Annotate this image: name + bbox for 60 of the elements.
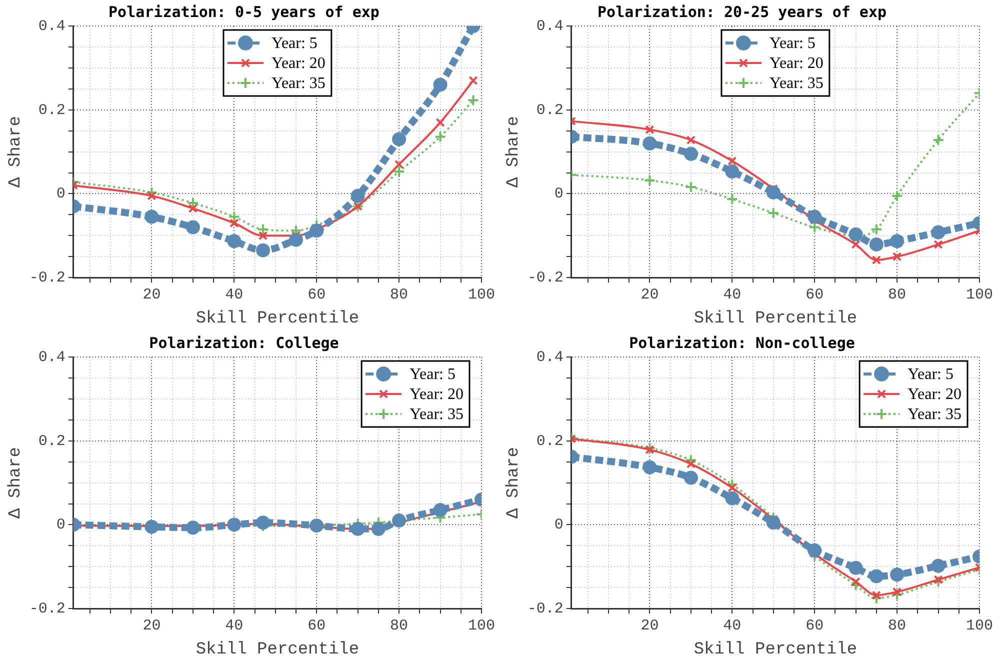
x-tick-label: 40 <box>225 286 244 304</box>
legend-label: Year: 20 <box>271 55 326 72</box>
x-axis-title: Skill Percentile <box>196 309 360 328</box>
y-tick-label: 0 <box>554 186 564 203</box>
y-tick-label: 0.4 <box>38 348 66 366</box>
x-tick-label: 20 <box>142 286 161 304</box>
y-axis-title: Δ Share <box>504 447 524 519</box>
y-tick-label: 0.4 <box>536 348 564 366</box>
x-tick-label: 40 <box>723 286 742 304</box>
legend-label: Year: 5 <box>410 366 456 384</box>
legend-label: Year: 5 <box>271 35 318 52</box>
x-axis-title: Skill Percentile <box>694 640 858 660</box>
y-tick-label: -0.2 <box>29 600 66 618</box>
x-tick-label: 100 <box>966 286 994 304</box>
x-tick-label: 40 <box>225 618 244 635</box>
legend-label: Year: 20 <box>769 55 824 72</box>
y-tick-label: 0.4 <box>38 18 66 35</box>
legend-label: Year: 35 <box>908 406 962 424</box>
legend-label: Year: 5 <box>769 35 816 52</box>
y-tick-label: 0.2 <box>38 102 66 119</box>
legend-label: Year: 5 <box>908 366 954 384</box>
x-tick-label: 100 <box>468 286 496 304</box>
legend-label: Year: 35 <box>271 75 326 92</box>
y-axis-title: Δ Share <box>504 116 524 188</box>
y-tick-label: 0.2 <box>536 432 564 450</box>
y-tick-label: -0.2 <box>527 600 564 618</box>
y-tick-label: 0.2 <box>536 102 564 119</box>
x-tick-label: 80 <box>390 286 408 304</box>
y-tick-label: -0.2 <box>29 270 66 287</box>
legend-label: Year: 20 <box>410 386 464 404</box>
x-axis-title: Skill Percentile <box>694 309 858 328</box>
chart-title: Polarization: 0-5 years of exp <box>108 2 380 21</box>
x-tick-label: 20 <box>640 618 659 635</box>
chart-title: Polarization: College <box>149 334 339 352</box>
x-tick-label: 100 <box>966 618 994 635</box>
x-tick-label: 60 <box>308 286 326 304</box>
x-tick-label: 80 <box>888 286 906 304</box>
x-tick-label: 20 <box>142 618 161 635</box>
x-tick-label: 60 <box>806 618 824 635</box>
chart-title: Polarization: Non-college <box>629 334 855 352</box>
y-tick-label: -0.2 <box>527 270 564 287</box>
x-tick-label: 60 <box>308 618 326 635</box>
chart-title: Polarization: 20-25 years of exp <box>598 2 886 21</box>
x-tick-label: 80 <box>888 618 906 635</box>
x-tick-label: 100 <box>468 618 496 635</box>
y-tick-label: 0 <box>56 186 66 203</box>
y-tick-label: 0 <box>56 516 66 534</box>
y-axis-title: Δ Share <box>6 116 26 188</box>
x-tick-label: 80 <box>390 618 408 635</box>
y-axis-title: Δ Share <box>6 447 26 519</box>
y-tick-label: 0.2 <box>38 432 66 450</box>
legend-label: Year: 35 <box>410 406 464 424</box>
legend-label: Year: 35 <box>769 75 824 92</box>
y-tick-label: 0.4 <box>536 18 564 35</box>
x-axis-title: Skill Percentile <box>196 640 360 660</box>
x-tick-label: 20 <box>640 286 659 304</box>
x-tick-label: 40 <box>723 618 742 635</box>
legend-label: Year: 20 <box>908 386 962 404</box>
x-tick-label: 60 <box>806 286 824 304</box>
y-tick-label: 0 <box>554 516 564 534</box>
